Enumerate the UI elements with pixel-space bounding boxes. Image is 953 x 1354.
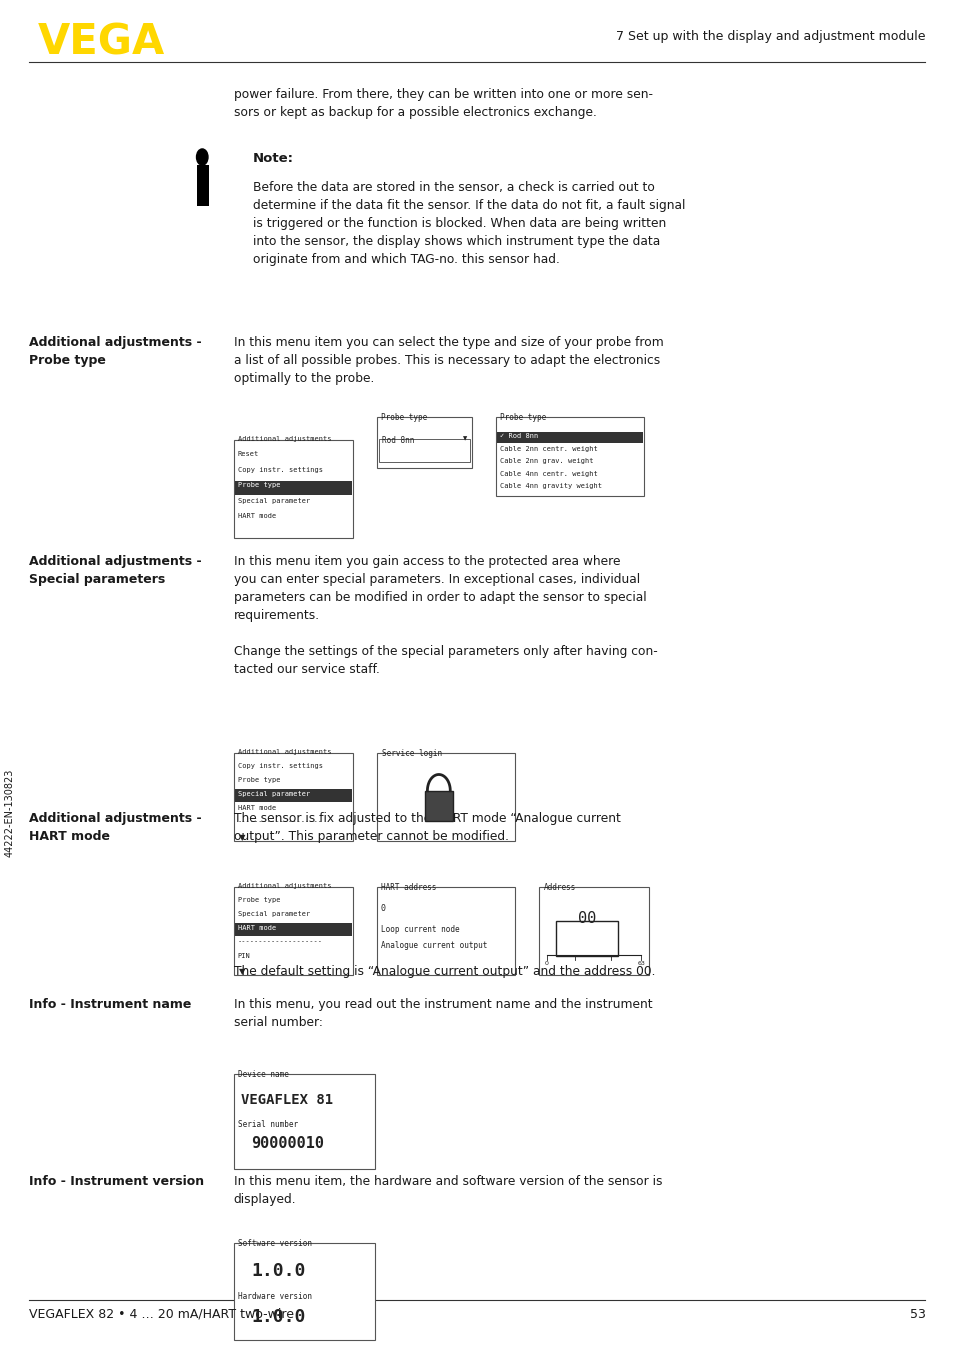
Text: Hardware version: Hardware version [238,1292,313,1301]
Text: HART mode: HART mode [237,804,275,811]
Text: 1.0.0: 1.0.0 [251,1262,305,1280]
Text: 90000010: 90000010 [251,1136,324,1151]
Text: Additional adjustments -
HART mode: Additional adjustments - HART mode [29,812,201,844]
Text: Device name: Device name [238,1070,289,1079]
FancyBboxPatch shape [196,165,209,206]
FancyBboxPatch shape [378,439,470,462]
Text: Cable 4nn centr. weight: Cable 4nn centr. weight [499,471,597,477]
Text: 1.0.0: 1.0.0 [251,1308,305,1326]
FancyBboxPatch shape [233,887,353,975]
Text: Additional adjustments -
Special parameters: Additional adjustments - Special paramet… [29,555,201,586]
Text: ▼: ▼ [462,436,466,441]
FancyBboxPatch shape [376,417,472,468]
Text: Reset: Reset [237,451,258,458]
FancyBboxPatch shape [424,791,453,821]
FancyBboxPatch shape [556,921,618,956]
Bar [234,481,352,496]
Text: HART mode: HART mode [237,513,275,520]
Text: 0: 0 [380,904,385,914]
FancyBboxPatch shape [233,1074,375,1169]
Text: 0: 0 [544,961,548,967]
Text: Probe type: Probe type [237,777,280,783]
Text: Loop current node: Loop current node [380,925,458,934]
Text: Special parameter: Special parameter [237,498,310,504]
Text: Service login: Service login [381,749,441,758]
Text: Info - Instrument version: Info - Instrument version [29,1175,204,1189]
Text: --------------------: -------------------- [237,819,322,825]
Text: Probe type: Probe type [380,413,426,422]
Text: Before the data are stored in the sensor, a check is carried out to
determine if: Before the data are stored in the sensor… [253,181,684,267]
Text: --------------------: -------------------- [237,938,322,945]
Text: HART mode: HART mode [237,925,275,930]
Text: In this menu item, the hardware and software version of the sensor is
displayed.: In this menu item, the hardware and soft… [233,1175,661,1206]
Text: Additional adjustments: Additional adjustments [237,436,331,441]
Text: Info - Instrument name: Info - Instrument name [29,998,191,1011]
Text: Note:: Note: [253,152,294,165]
Text: 63: 63 [637,961,644,967]
Text: 44222-EN-130823: 44222-EN-130823 [5,768,14,857]
Text: The default setting is “Analogue current output” and the address 00.: The default setting is “Analogue current… [233,965,655,979]
Text: Cable 2nn grav. weight: Cable 2nn grav. weight [499,458,593,464]
Text: Probe type: Probe type [237,482,280,489]
Text: Serial number: Serial number [238,1120,298,1129]
Text: In this menu, you read out the instrument name and the instrument
serial number:: In this menu, you read out the instrumen… [233,998,652,1029]
Text: HART address: HART address [380,883,436,892]
Text: Special parameter: Special parameter [237,791,310,796]
Text: Analogue current output: Analogue current output [380,941,487,951]
Text: Cable 2nn centr. weight: Cable 2nn centr. weight [499,445,597,452]
Text: Cable 4nn gravity weight: Cable 4nn gravity weight [499,483,601,489]
Text: PIN: PIN [237,953,250,959]
Text: VEGA: VEGA [38,22,165,64]
FancyBboxPatch shape [233,440,353,538]
Bar [234,789,352,802]
Text: VEGAFLEX 82 • 4 … 20 mA/HART two-wire: VEGAFLEX 82 • 4 … 20 mA/HART two-wire [29,1308,294,1322]
Text: The sensor is fix adjusted to the HART mode “Analogue current
output”. This para: The sensor is fix adjusted to the HART m… [233,812,620,844]
Text: 00: 00 [577,911,596,926]
Text: 7 Set up with the display and adjustment module: 7 Set up with the display and adjustment… [616,30,924,43]
Bar [497,432,642,443]
Text: Additional adjustments: Additional adjustments [237,883,331,888]
FancyBboxPatch shape [376,753,515,841]
Text: Copy instr. settings: Copy instr. settings [237,467,322,473]
Text: VEGAFLEX 81: VEGAFLEX 81 [241,1093,334,1106]
Bar [234,923,352,936]
Text: ▼: ▼ [238,833,245,842]
Text: Additional adjustments: Additional adjustments [237,749,331,754]
FancyBboxPatch shape [233,753,353,841]
Text: ▼: ▼ [238,967,245,976]
Text: Address: Address [543,883,576,892]
Text: Rod 8nn: Rod 8nn [381,436,414,445]
Text: Probe type: Probe type [499,413,545,422]
Text: Additional adjustments -
Probe type: Additional adjustments - Probe type [29,336,201,367]
Text: Software version: Software version [238,1239,313,1248]
FancyBboxPatch shape [496,417,643,496]
Text: Copy instr. settings: Copy instr. settings [237,762,322,769]
Circle shape [196,149,208,165]
Text: In this menu item you can select the type and size of your probe from
a list of : In this menu item you can select the typ… [233,336,662,385]
FancyBboxPatch shape [376,887,515,975]
Text: ✓ Rod 8nn: ✓ Rod 8nn [499,433,537,439]
FancyBboxPatch shape [538,887,648,975]
Text: Probe type: Probe type [237,896,280,903]
Text: In this menu item you gain access to the protected area where
you can enter spec: In this menu item you gain access to the… [233,555,657,676]
FancyBboxPatch shape [233,1243,375,1340]
Text: power failure. From there, they can be written into one or more sen-
sors or kep: power failure. From there, they can be w… [233,88,652,119]
Text: Special parameter: Special parameter [237,911,310,917]
Text: 53: 53 [908,1308,924,1322]
